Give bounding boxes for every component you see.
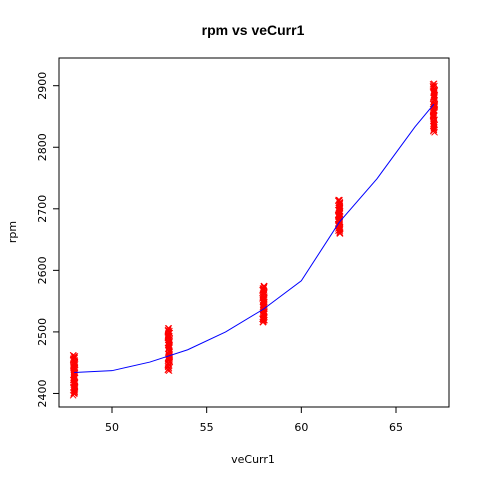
data-point: [260, 283, 268, 291]
x-tick-label: 50: [105, 421, 119, 434]
data-point: [260, 282, 268, 290]
y-axis-label: rpm: [6, 221, 19, 243]
data-point: [164, 325, 172, 332]
data-point: [260, 285, 268, 292]
plot-frame: [58, 57, 450, 408]
data-points: [69, 80, 439, 399]
chart-title: rpm vs veCurr1: [202, 22, 305, 38]
fit-curve-group: [74, 103, 435, 374]
y-tick-label: 2700: [36, 195, 49, 223]
data-point: [164, 326, 172, 334]
y-tick-label: 2900: [36, 72, 49, 100]
x-tick-label: 55: [200, 421, 214, 434]
data-point: [166, 338, 173, 346]
data-point: [430, 80, 438, 88]
x-axis: 50 55 60 65: [105, 407, 403, 434]
x-axis-label: veCurr1: [231, 453, 275, 466]
y-axis: 2400 2500 2600 2700 2800 2900: [36, 72, 59, 407]
y-tick-label: 2600: [36, 256, 49, 284]
y-tick-label: 2800: [36, 133, 49, 161]
y-tick-label: 2500: [36, 318, 49, 346]
x-tick-label: 60: [294, 421, 308, 434]
y-tick-label: 2400: [36, 379, 49, 407]
data-point: [336, 196, 343, 204]
fit-curve: [74, 103, 435, 374]
x-tick-label: 65: [389, 421, 403, 434]
data-point: [69, 351, 77, 359]
